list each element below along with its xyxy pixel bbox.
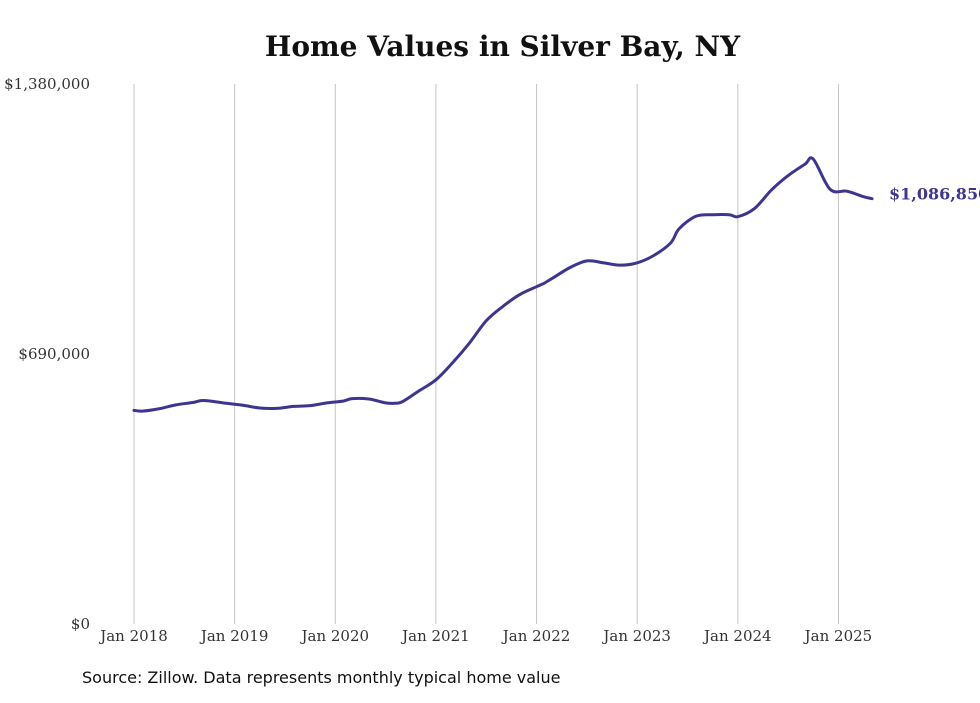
x-tick-label: Jan 2020: [299, 627, 369, 645]
gridlines: [133, 84, 839, 624]
y-tick-label: $0: [71, 615, 90, 633]
x-tick-label: Jan 2021: [400, 627, 470, 645]
source-note: Source: Zillow. Data represents monthly …: [82, 668, 561, 687]
data-labels: $1,086,850: [889, 185, 980, 204]
series-line: [132, 156, 874, 413]
end-value-label: $1,086,850: [889, 185, 980, 204]
x-tick-label: Jan 2018: [98, 627, 168, 645]
series-group: [132, 156, 874, 413]
x-tick-label: Jan 2022: [501, 627, 571, 645]
chart-title: Home Values in Silver Bay, NY: [264, 30, 741, 63]
x-axis-ticks: Jan 2018 Jan 2019 Jan 2020 Jan 2021 Jan 2022…: [98, 627, 872, 645]
x-tick-label: Jan 2025: [803, 627, 873, 645]
y-axis-ticks: $0 $690,000 $1,380,000: [4, 75, 90, 633]
y-tick-label: $1,380,000: [4, 75, 90, 93]
x-tick-label: Jan 2023: [601, 627, 671, 645]
x-tick-label: Jan 2024: [702, 627, 772, 645]
y-tick-label: $690,000: [18, 345, 90, 363]
x-tick-label: Jan 2019: [199, 627, 269, 645]
